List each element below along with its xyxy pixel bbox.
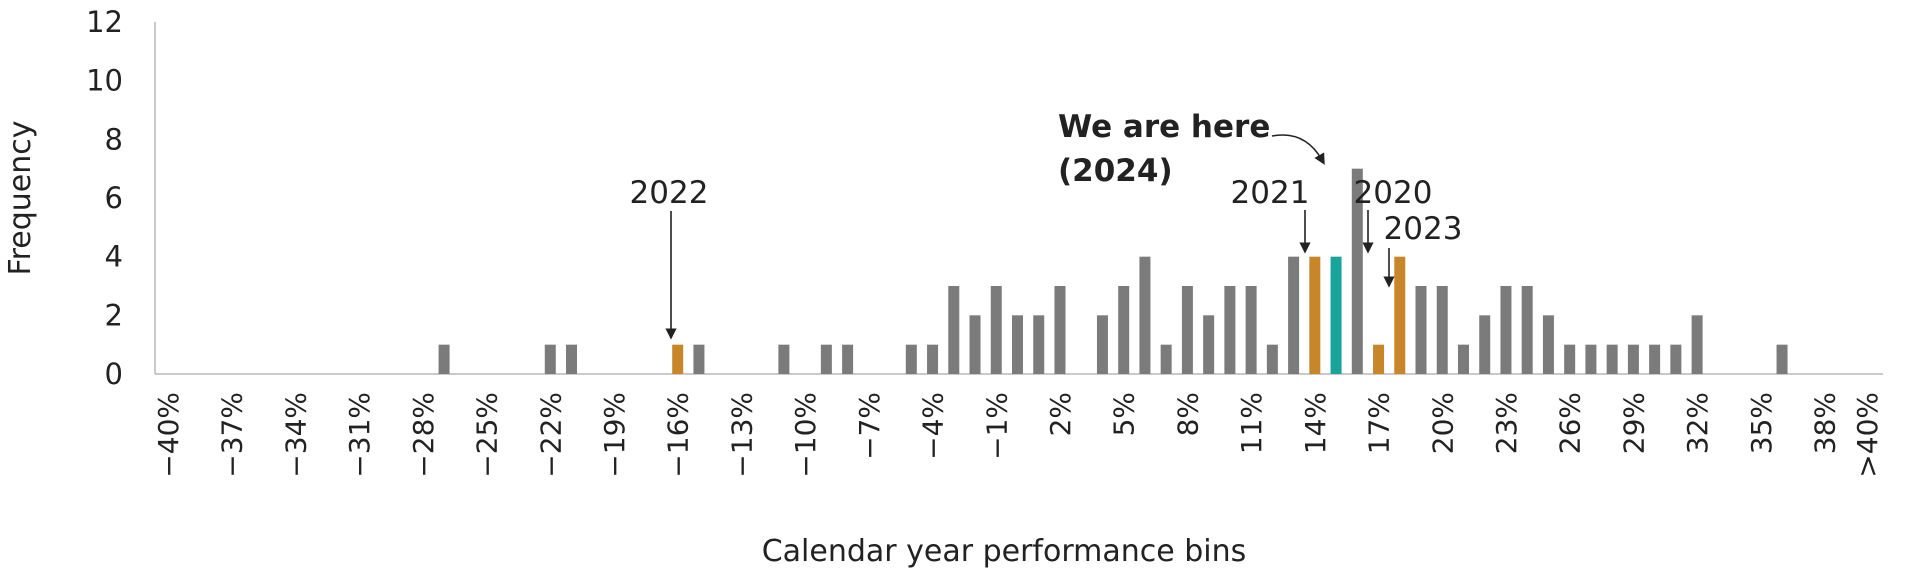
bar-1pct bbox=[1033, 315, 1045, 374]
annotation-we-are-here: We are here bbox=[1058, 109, 1270, 145]
bar-16pct bbox=[1351, 168, 1363, 374]
x-tick-label: −19% bbox=[598, 392, 631, 478]
y-tick-labels: 0 2 4 6 8 10 12 bbox=[86, 5, 123, 391]
bar-minus-4pct bbox=[927, 344, 939, 374]
annotation-2022: 2022 bbox=[630, 175, 709, 211]
x-tick-label: −7% bbox=[853, 392, 886, 460]
bar-13pct bbox=[1288, 256, 1300, 374]
bar-minus-3pct bbox=[948, 286, 960, 374]
bar-minus-27pct bbox=[438, 344, 450, 374]
bar-24pct bbox=[1521, 286, 1533, 374]
x-tick-label: >40% bbox=[1851, 392, 1884, 478]
bar-minus-8pct bbox=[842, 344, 854, 374]
x-tick-label: 11% bbox=[1235, 392, 1268, 454]
y-tick-label: 10 bbox=[86, 64, 123, 98]
bar-minus-15pct bbox=[693, 344, 705, 374]
bar-7pct bbox=[1160, 344, 1172, 374]
bar-25pct bbox=[1542, 315, 1554, 374]
x-axis-title: Calendar year performance bins bbox=[762, 534, 1247, 569]
x-tick-label: 23% bbox=[1490, 392, 1523, 454]
bar-22pct bbox=[1479, 315, 1491, 374]
x-tick-label: −28% bbox=[407, 392, 440, 478]
x-tick-label: −10% bbox=[789, 392, 822, 478]
x-tick-label: 8% bbox=[1171, 392, 1204, 436]
x-tick-label: 17% bbox=[1363, 392, 1396, 454]
annotation-2024: (2024) bbox=[1058, 153, 1173, 189]
bar-12pct bbox=[1266, 344, 1278, 374]
y-tick-label: 12 bbox=[86, 5, 123, 39]
y-tick-label: 2 bbox=[105, 298, 123, 332]
x-tick-label: −16% bbox=[662, 392, 695, 478]
x-tick-label: 26% bbox=[1554, 392, 1587, 454]
bar-28pct bbox=[1606, 344, 1618, 374]
x-tick-label: −13% bbox=[725, 392, 758, 478]
bar-0pct bbox=[1012, 315, 1023, 374]
bar-8pct bbox=[1181, 286, 1193, 374]
x-tick-label: −34% bbox=[279, 392, 312, 478]
bar-minus-22pct bbox=[544, 344, 556, 374]
bar-minus-11pct bbox=[778, 344, 790, 374]
x-tick-label: 2% bbox=[1044, 392, 1077, 436]
annotation-2020: 2020 bbox=[1354, 175, 1433, 211]
annotation-2023: 2023 bbox=[1384, 211, 1463, 247]
bar-23pct bbox=[1500, 286, 1512, 374]
x-tick-label: −37% bbox=[216, 392, 249, 478]
bar-4pct bbox=[1096, 315, 1108, 374]
x-tick-label: 32% bbox=[1681, 392, 1714, 454]
bar-18pct bbox=[1394, 256, 1406, 374]
x-tick-label: −1% bbox=[980, 392, 1013, 460]
bar-19pct bbox=[1415, 286, 1427, 374]
bar-minus-9pct bbox=[820, 344, 832, 374]
bar-11pct bbox=[1245, 286, 1257, 374]
y-tick-label: 4 bbox=[105, 240, 123, 274]
bar-6pct bbox=[1139, 256, 1151, 374]
bar-2pct bbox=[1054, 286, 1066, 374]
bar-5pct bbox=[1118, 286, 1130, 374]
x-tick-label: 14% bbox=[1299, 392, 1332, 454]
bar-30pct bbox=[1649, 344, 1661, 374]
bar-36pct bbox=[1776, 344, 1788, 374]
bar-9pct bbox=[1203, 315, 1215, 374]
bar-14pct bbox=[1309, 256, 1321, 374]
y-tick-label: 0 bbox=[105, 357, 123, 391]
x-tick-label: −40% bbox=[152, 392, 185, 478]
bar-32pct bbox=[1691, 315, 1703, 374]
y-tick-label: 6 bbox=[105, 181, 123, 215]
x-tick-label: −22% bbox=[534, 392, 567, 478]
bar-31pct bbox=[1670, 344, 1682, 374]
bar-20pct bbox=[1436, 286, 1448, 374]
bar-minus-16pct bbox=[672, 344, 684, 374]
x-tick-label: 20% bbox=[1426, 392, 1459, 454]
y-tick-label: 8 bbox=[105, 122, 123, 156]
annotation-2021: 2021 bbox=[1231, 175, 1310, 211]
x-tick-label: −31% bbox=[343, 392, 376, 478]
x-tick-label: −25% bbox=[471, 392, 504, 478]
bar-21pct bbox=[1457, 344, 1469, 374]
bar-17pct bbox=[1373, 344, 1385, 374]
bar-27pct bbox=[1585, 344, 1597, 374]
bar-10pct bbox=[1224, 286, 1236, 374]
bar-29pct bbox=[1627, 344, 1639, 374]
bar-15pct bbox=[1330, 256, 1342, 374]
x-tick-label: 35% bbox=[1745, 392, 1778, 454]
bar-minus-5pct bbox=[905, 344, 917, 374]
bar-26pct bbox=[1564, 344, 1576, 374]
x-tick-labels: −40% −37% −34% −31% −28% −25% −22% −19% −16% −13%… bbox=[152, 392, 1884, 478]
bar-minus-21pct bbox=[566, 344, 578, 374]
bars bbox=[438, 168, 1788, 374]
x-tick-label: 29% bbox=[1617, 392, 1650, 454]
x-tick-label: −4% bbox=[917, 392, 950, 460]
bar-minus-1pct bbox=[990, 286, 1002, 374]
bar-minus-2pct bbox=[969, 315, 981, 374]
y-axis-title: Frequency bbox=[3, 121, 38, 276]
x-tick-label: 38% bbox=[1809, 392, 1842, 454]
x-tick-label: 5% bbox=[1108, 392, 1141, 436]
arrow-we-are-here bbox=[1271, 134, 1325, 165]
